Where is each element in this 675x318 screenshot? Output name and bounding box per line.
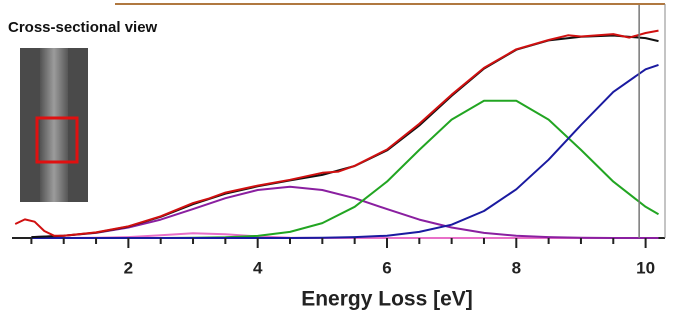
x-axis-label: Energy Loss [eV]	[301, 288, 473, 311]
series-line	[31, 36, 658, 238]
page: {"chart_data": {"type": "line", "inset_t…	[0, 0, 675, 318]
x-tick-label: 4	[253, 258, 263, 277]
plot-area	[15, 5, 658, 238]
inset-title: Cross-sectional view	[8, 19, 158, 36]
x-tick-label: 2	[124, 258, 133, 277]
x-tick-label: 10	[636, 258, 655, 277]
x-tick-label: 8	[512, 258, 521, 277]
inset-wire	[40, 48, 68, 202]
chart: Cross-sectional view Energy Loss [eV] 2 4…	[0, 0, 675, 318]
x-tick-label: 6	[382, 258, 391, 277]
